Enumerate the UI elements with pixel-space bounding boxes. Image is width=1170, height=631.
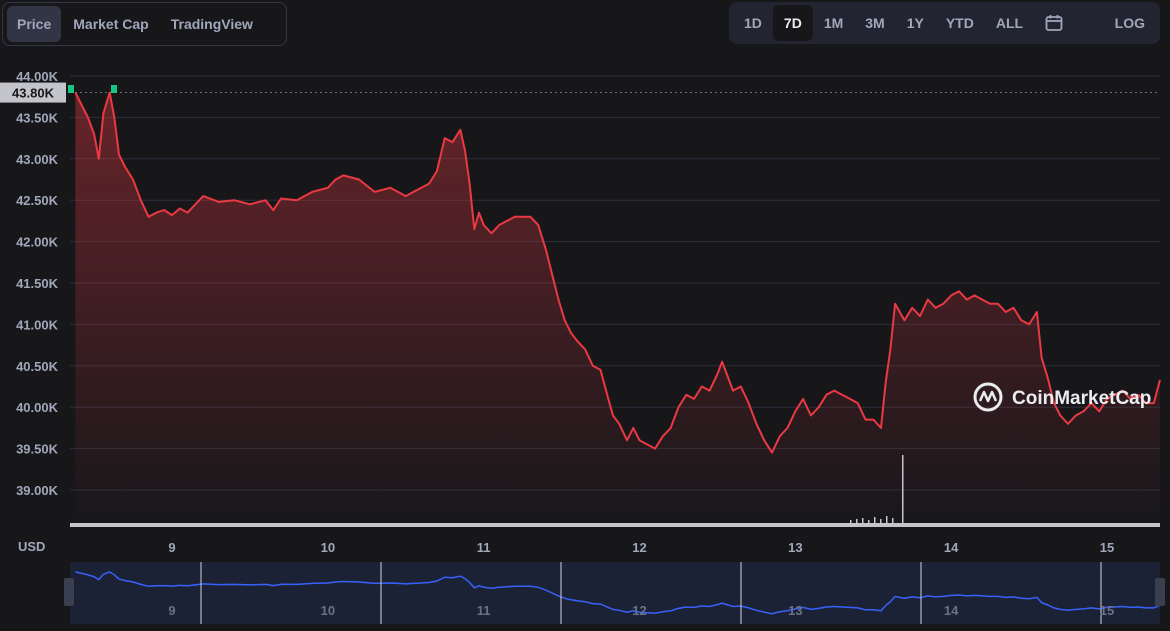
navigator-day-separators — [200, 562, 1102, 624]
x-tick-label: 14 — [944, 540, 959, 555]
current-price-label: 43.80K — [12, 86, 55, 101]
y-tick-label: 41.50K — [16, 276, 59, 291]
x-tick-label: 11 — [477, 540, 491, 555]
volume-bar — [850, 520, 852, 523]
y-axis: 44.00K 43.50K 43.00K 42.50K 42.00K 41.50K 41.0… — [16, 69, 59, 498]
currency-label: USD — [18, 539, 45, 554]
navigator-label: 10 — [321, 603, 335, 618]
y-tick-label: 40.50K — [16, 359, 59, 374]
tab-market-cap[interactable]: Market Cap — [73, 16, 149, 32]
watermark-text: CoinMarketCap — [1012, 388, 1151, 409]
current-price-tag: 43.80K — [0, 82, 66, 103]
x-tick-label: 12 — [632, 540, 646, 555]
y-tick-label: 40.00K — [16, 400, 59, 415]
range-all[interactable]: ALL — [995, 15, 1024, 31]
range-3m[interactable]: 3M — [865, 15, 885, 31]
high-marker — [68, 85, 74, 93]
range-7d[interactable]: 7D — [772, 5, 813, 41]
volume-bar — [902, 455, 904, 523]
volume-bar — [880, 519, 882, 523]
y-tick-label: 42.00K — [16, 235, 59, 250]
price-line — [74, 91, 1161, 454]
tab-tradingview[interactable]: TradingView — [170, 16, 253, 32]
x-tick-label: 9 — [168, 540, 175, 555]
time-range-selector: 1D 7D 1M 3M 1Y YTD ALL LOG — [729, 2, 1160, 44]
navigator-left-handle[interactable] — [64, 578, 74, 606]
volume-bar — [862, 518, 864, 523]
range-1d[interactable]: 1D — [744, 15, 762, 31]
y-tick-label: 43.50K — [16, 110, 59, 125]
volume-bar — [874, 517, 876, 523]
y-tick-label: 44.00K — [16, 69, 59, 84]
watermark: CoinMarketCap — [973, 382, 1151, 412]
x-tick-label: 15 — [1100, 540, 1114, 555]
coinmarketcap-logo-icon — [978, 390, 998, 403]
navigator-label: 14 — [944, 603, 959, 618]
volume-baseline — [70, 523, 1160, 527]
volume-bar — [886, 516, 888, 523]
calendar-icon — [1045, 15, 1063, 31]
navigator-right-handle[interactable] — [1155, 578, 1165, 606]
range-ytd[interactable]: YTD — [945, 15, 974, 31]
volume-bars — [70, 455, 1160, 527]
navigator[interactable]: 9 10 11 12 13 14 15 — [64, 562, 1165, 624]
navigator-label: 15 — [1100, 603, 1114, 618]
navigator-label: 12 — [632, 603, 646, 618]
volume-bar — [856, 519, 858, 523]
navigator-label: 13 — [788, 603, 802, 618]
y-tick-label: 39.00K — [16, 483, 59, 498]
y-tick-label: 41.00K — [16, 317, 59, 332]
volume-bar — [892, 518, 894, 523]
tab-price[interactable]: Price — [7, 6, 62, 42]
y-tick-label: 39.50K — [16, 442, 59, 457]
y-tick-label: 43.00K — [16, 152, 59, 167]
navigator-label: 11 — [477, 603, 491, 618]
navigator-label: 9 — [168, 603, 175, 618]
log-scale-button[interactable]: LOG — [1114, 15, 1145, 31]
high-marker — [111, 85, 117, 93]
x-tick-label: 13 — [788, 540, 802, 555]
x-tick-label: 10 — [321, 540, 335, 555]
x-axis: 9 10 11 12 13 14 15 — [168, 540, 1114, 555]
navigator-labels: 9 10 11 12 13 14 15 — [168, 603, 1114, 618]
price-area-fill — [75, 92, 1160, 526]
chart-type-tabs: Price Market Cap TradingView — [2, 2, 287, 46]
navigator-line — [75, 571, 1161, 615]
calendar-button[interactable] — [1034, 5, 1074, 41]
y-tick-label: 42.50K — [16, 193, 59, 208]
range-1y[interactable]: 1Y — [906, 15, 924, 31]
range-1m[interactable]: 1M — [823, 15, 844, 31]
volume-bar — [868, 520, 870, 523]
